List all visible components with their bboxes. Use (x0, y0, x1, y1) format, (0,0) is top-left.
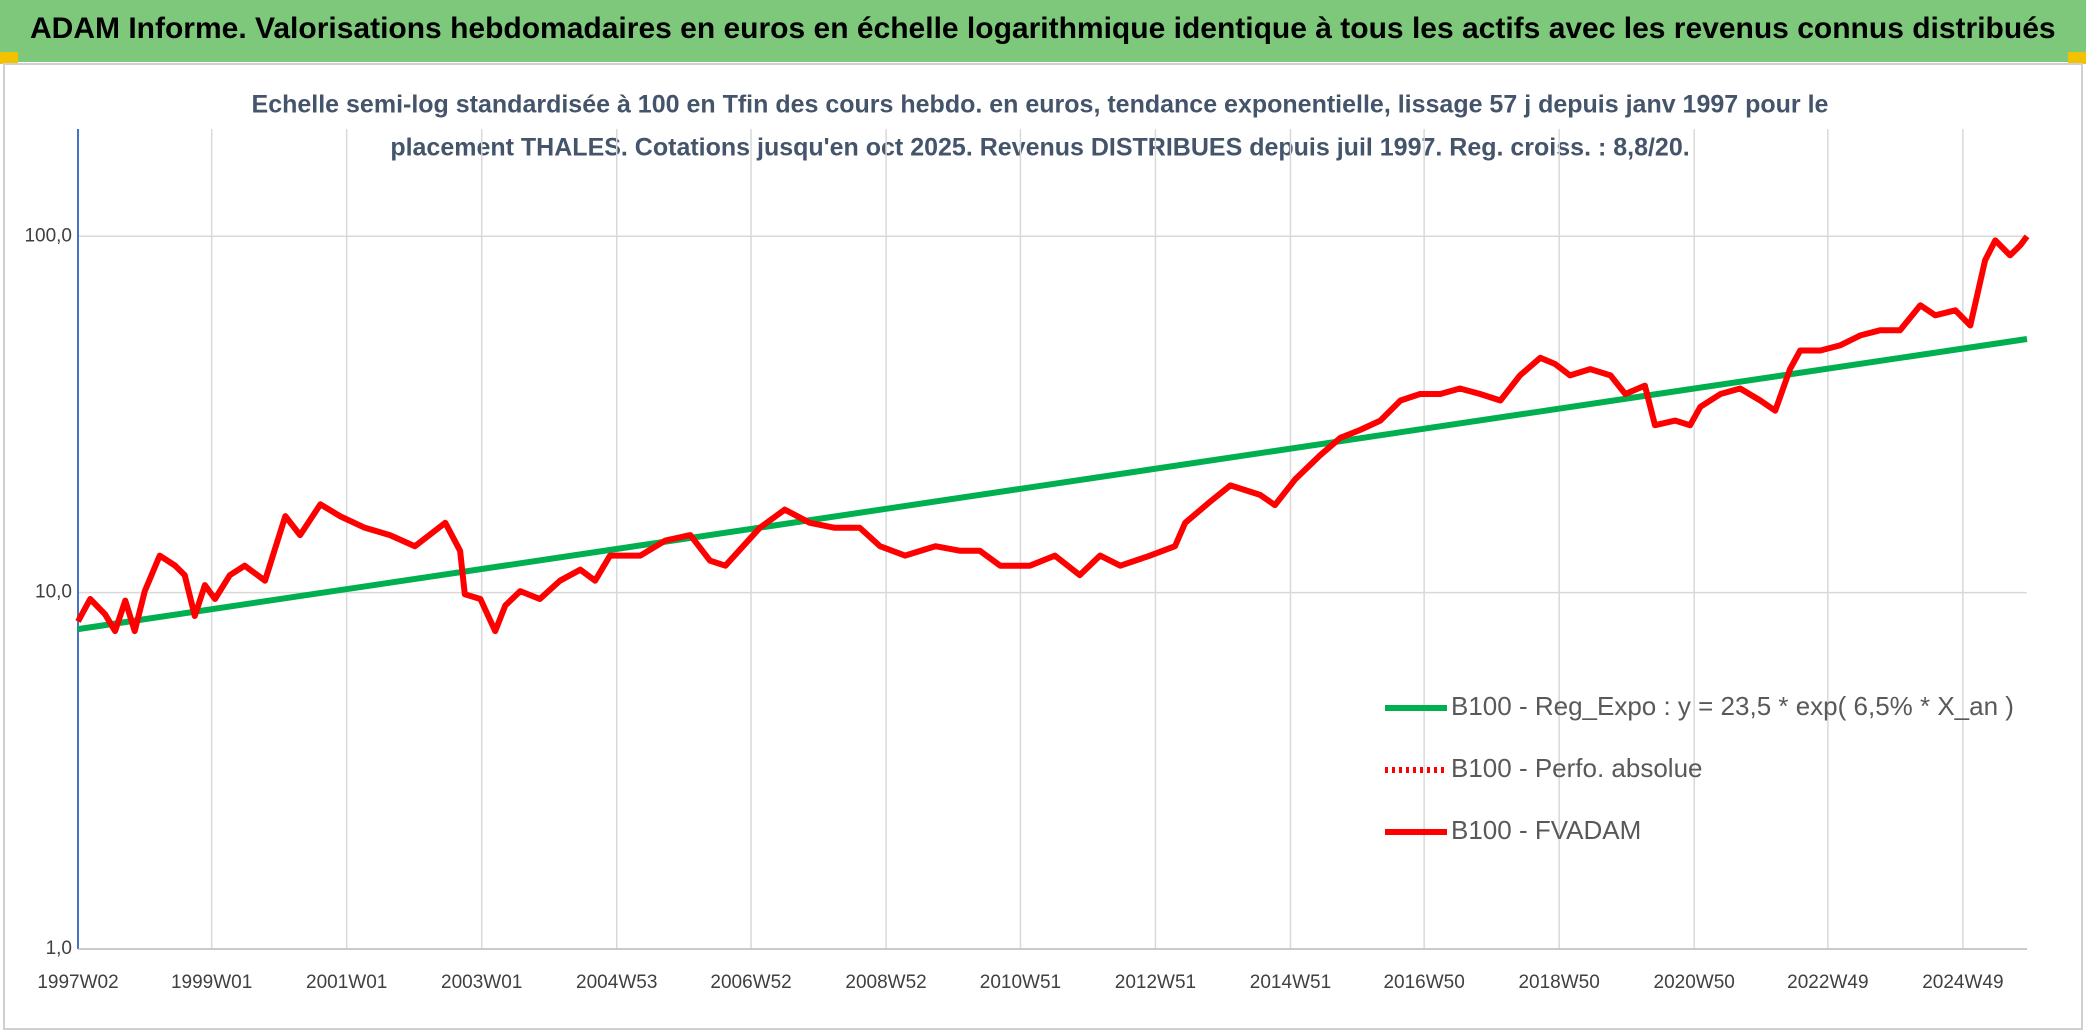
x-tick-label: 2003W01 (441, 972, 522, 993)
chart-subtitle: Echelle semi-log standardisée à 100 en T… (252, 91, 1829, 119)
x-tick-label: 2022W49 (1787, 972, 1868, 993)
y-tick-label: 100,0 (24, 225, 72, 246)
corner-mark (2068, 52, 2086, 64)
x-tick-label: 2018W50 (1518, 972, 1599, 993)
x-tick-label: 1999W01 (171, 972, 252, 993)
x-tick-label: 2006W52 (710, 972, 791, 993)
chart-title: ADAM Informe. Valorisations hebdomadaire… (30, 12, 2056, 45)
x-tick-label: 2008W52 (845, 972, 926, 993)
x-tick-label: 2012W51 (1115, 972, 1196, 993)
x-tick-label: 2001W01 (306, 972, 387, 993)
x-tick-label: 2020W50 (1654, 972, 1735, 993)
legend-label: B100 - Perfo. absolue (1451, 753, 1703, 783)
x-tick-label: 2010W51 (980, 972, 1061, 993)
header-band (0, 0, 2086, 62)
x-tick-label: 2004W53 (576, 972, 657, 993)
y-tick-label: 10,0 (35, 582, 72, 603)
legend-label: B100 - FVADAM (1451, 815, 1641, 845)
x-tick-label: 2024W49 (1922, 972, 2003, 993)
x-tick-label: 1997W02 (37, 972, 118, 993)
x-tick-label: 2016W50 (1383, 972, 1464, 993)
x-tick-label: 2014W51 (1250, 972, 1331, 993)
series-line (75, 234, 2030, 635)
series-line (77, 336, 2028, 633)
chart-subtitle: placement THALES. Cotations jusqu'en oct… (390, 134, 1689, 162)
chart-frame (3, 63, 2083, 1030)
corner-mark (0, 52, 18, 64)
legend-label: B100 - Reg_Expo : y = 23,5 * exp( 6,5% *… (1451, 691, 2014, 721)
y-tick-label: 1,0 (46, 938, 72, 959)
